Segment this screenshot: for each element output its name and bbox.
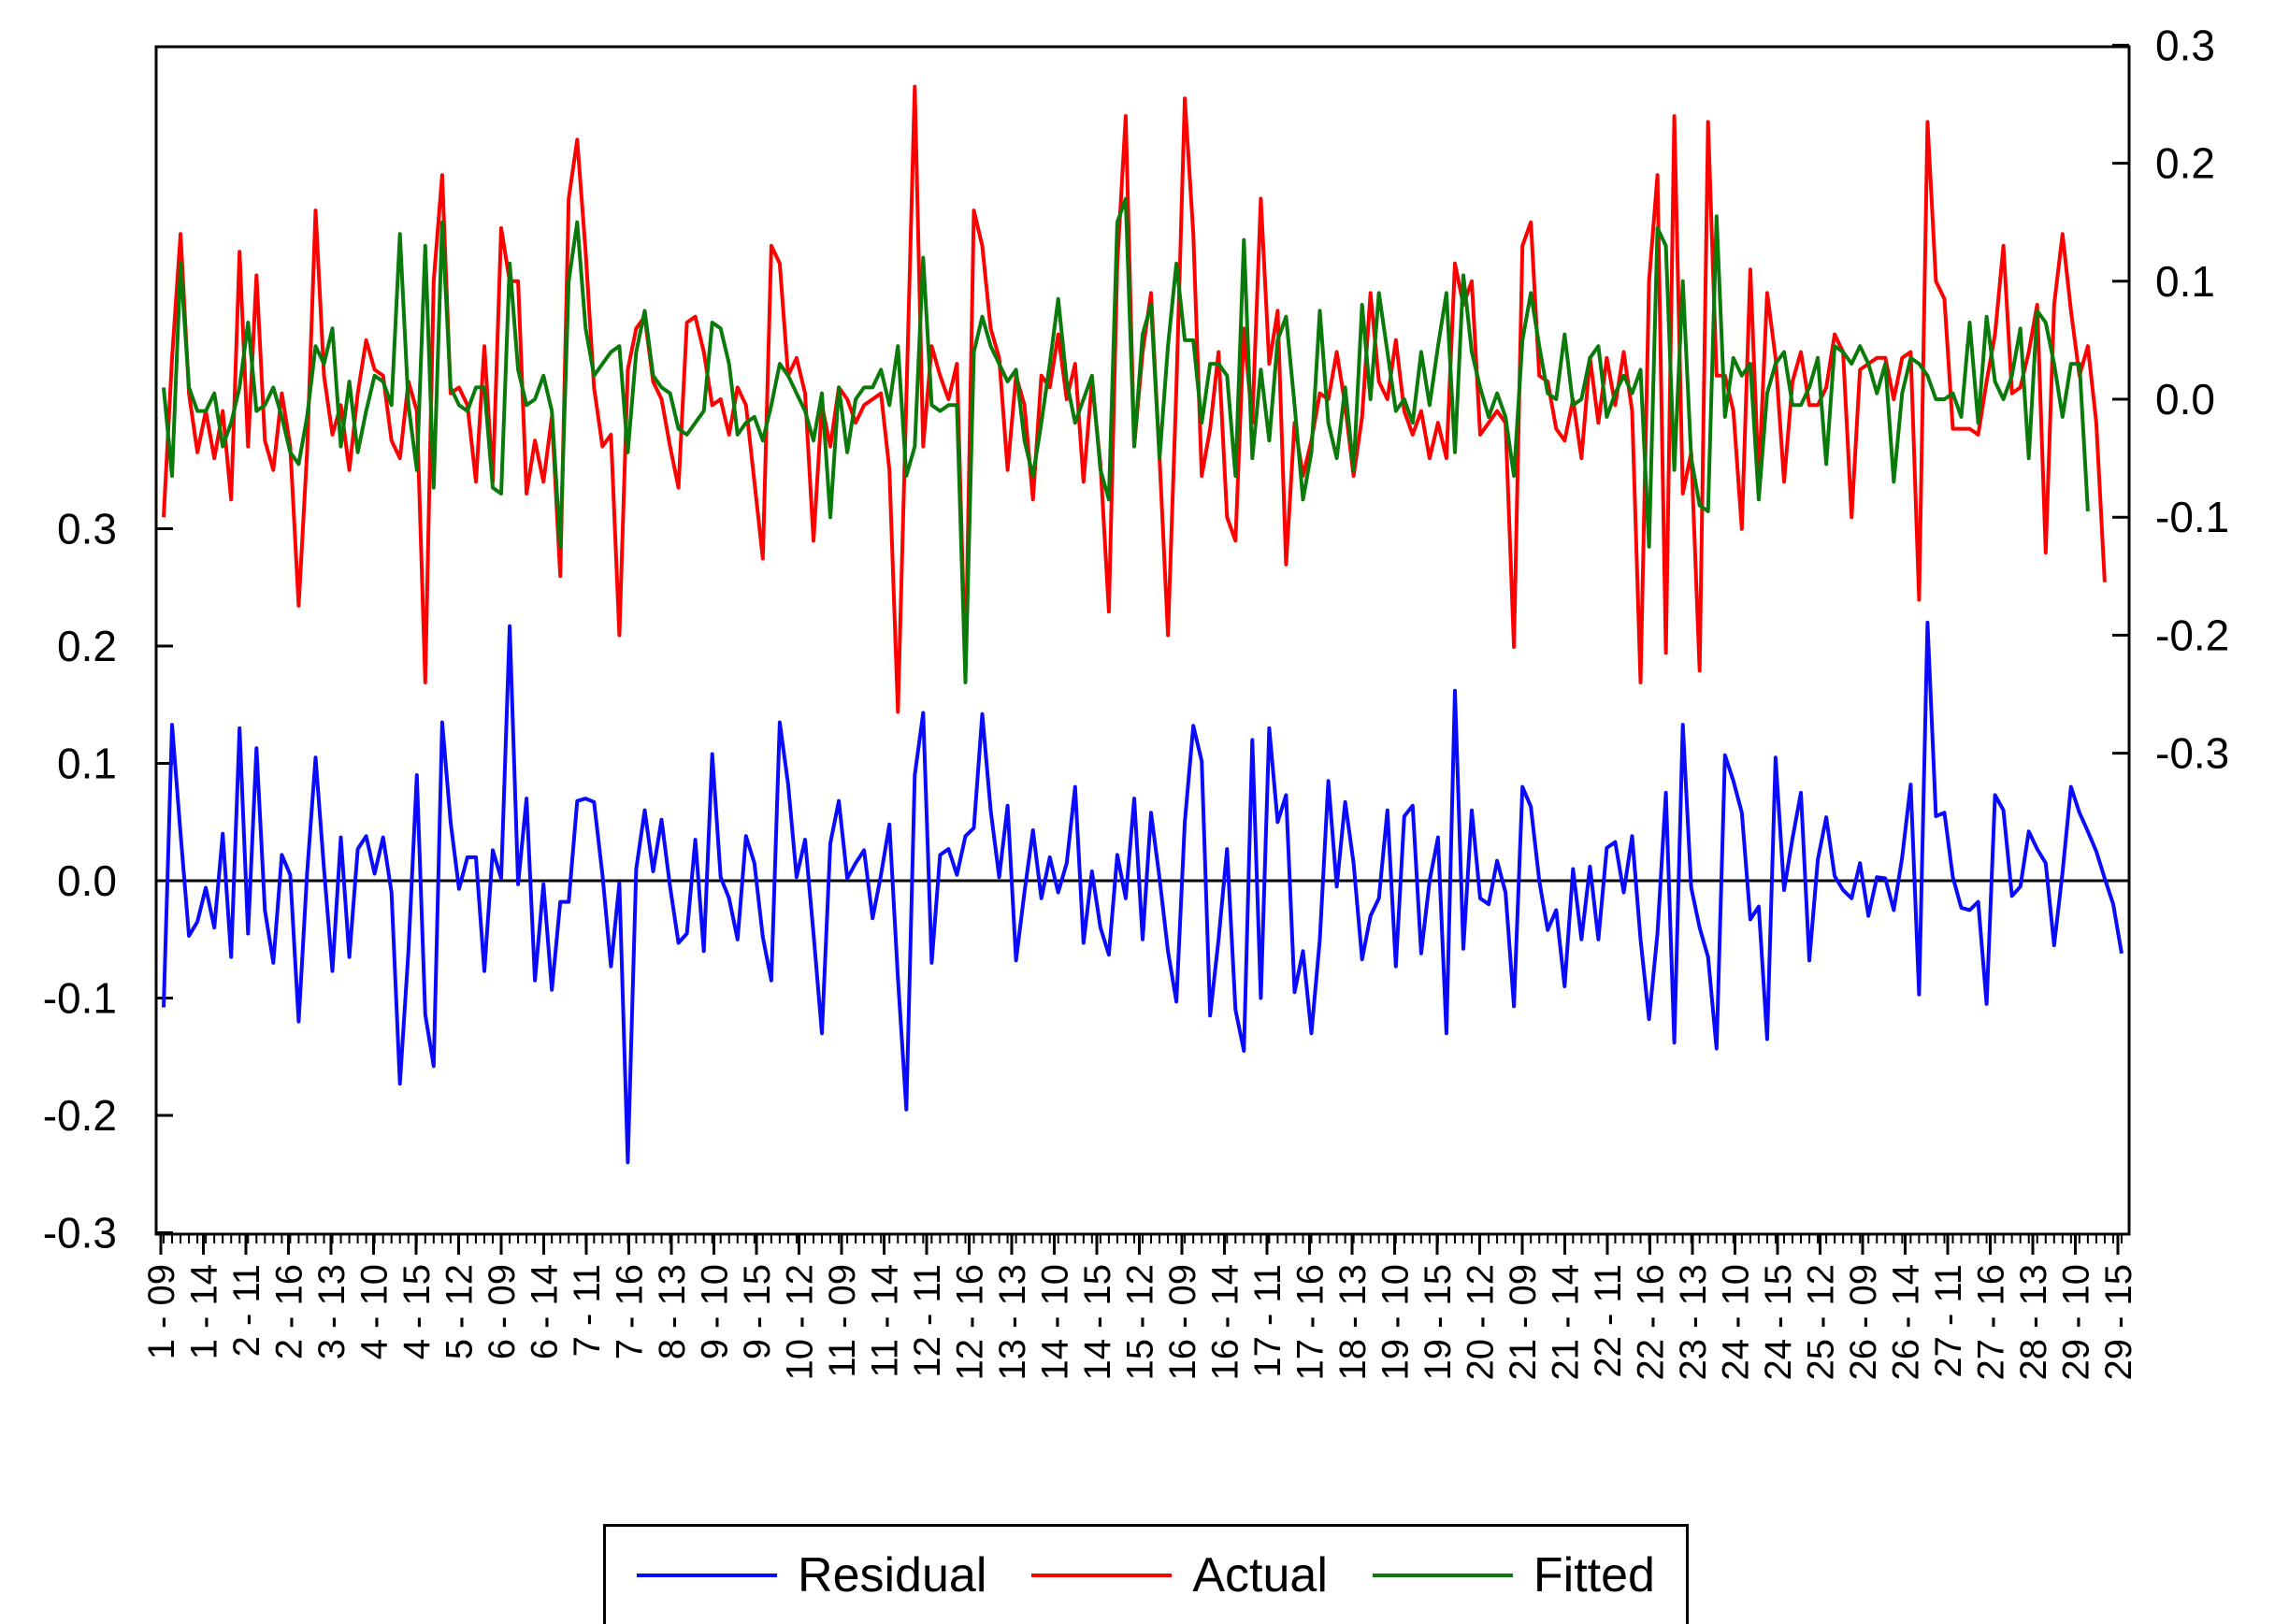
- x-tick-label: 14 - 10: [1035, 1264, 1076, 1381]
- legend-swatch-residual: [637, 1574, 778, 1577]
- x-tick-label: 9 - 15: [737, 1264, 778, 1359]
- legend-swatch-fitted: [1372, 1574, 1513, 1577]
- left-tick-label: -0.1: [43, 974, 117, 1023]
- x-tick-label: 22 - 16: [1631, 1264, 1672, 1381]
- left-tick-label: 0.3: [57, 505, 117, 553]
- x-tick-label: 2 - 16: [269, 1264, 310, 1359]
- right-tick-label: -0.1: [2155, 493, 2229, 541]
- series-layer: [162, 84, 2123, 1165]
- x-tick-label: 6 - 14: [525, 1264, 566, 1359]
- x-tick-label: 15 - 12: [1120, 1264, 1161, 1381]
- x-tick-label: 16 - 14: [1205, 1264, 1246, 1381]
- left-tick-label: 0.1: [57, 740, 117, 788]
- x-tick-label: 2 - 11: [226, 1264, 267, 1357]
- right-tick-label: 0.3: [2155, 21, 2215, 69]
- x-tick-label: 13 - 13: [992, 1264, 1033, 1381]
- x-tick-label: 16 - 09: [1162, 1264, 1203, 1381]
- legend-item-actual: Actual: [1031, 1547, 1328, 1603]
- x-tick-label: 23 - 13: [1673, 1264, 1714, 1381]
- right-y-axis: 0.3 0.2 0.1 0.0 -0.1 -0.2 -0.3: [2112, 21, 2229, 778]
- x-tick-label: 26 - 09: [1843, 1264, 1884, 1381]
- left-y-axis: 0.3 0.2 0.1 0.0 -0.1 -0.2 -0.3: [43, 505, 173, 1258]
- legend: Residual Actual Fitted: [603, 1524, 1689, 1624]
- x-tick-label: 10 - 12: [780, 1264, 821, 1381]
- x-tick-label: 7 - 16: [610, 1264, 651, 1359]
- left-tick-label: -0.2: [43, 1091, 117, 1140]
- x-tick-label: 21 - 14: [1546, 1264, 1587, 1381]
- x-tick-label: 19 - 10: [1375, 1264, 1417, 1381]
- left-tick-label: 0.2: [57, 622, 117, 670]
- series-line-fitted: [162, 196, 2090, 684]
- series-line-residual: [162, 620, 2123, 1165]
- right-tick-label: 0.2: [2155, 139, 2215, 188]
- right-tick-label: 0.0: [2155, 375, 2215, 424]
- x-tick-label: 28 - 13: [2013, 1264, 2054, 1381]
- x-tick-label: 17 - 16: [1290, 1264, 1332, 1381]
- legend-label-fitted: Fitted: [1533, 1548, 1655, 1602]
- x-tick-label: 26 - 14: [1886, 1264, 1927, 1381]
- x-tick-label: 20 - 12: [1461, 1264, 1502, 1381]
- x-tick-label: 29 - 10: [2056, 1264, 2097, 1381]
- x-tick-label: 5 - 12: [439, 1264, 481, 1359]
- legend-item-residual: Residual: [637, 1547, 986, 1603]
- x-tick-label: 29 - 15: [2098, 1264, 2139, 1381]
- x-tick-label: 12 - 16: [950, 1264, 991, 1381]
- x-axis: 1 - 09 1 - 14 2 - 11 2 - 16 3 - 13 4 - 10 4 - …: [141, 1234, 2139, 1381]
- x-tick-label: 11 - 14: [865, 1264, 906, 1378]
- x-tick-label: 12 - 11: [907, 1264, 948, 1378]
- x-tick-label: 1 - 09: [141, 1264, 182, 1359]
- left-tick-label: 0.0: [57, 856, 117, 905]
- legend-label-residual: Residual: [798, 1548, 987, 1602]
- x-tick-label: 1 - 14: [184, 1264, 225, 1359]
- x-tick-label: 8 - 13: [652, 1264, 693, 1359]
- right-tick-label: 0.1: [2155, 257, 2215, 306]
- x-tick-label: 22 - 11: [1588, 1264, 1629, 1378]
- x-tick-label: 4 - 15: [396, 1264, 438, 1359]
- legend-label-actual: Actual: [1192, 1548, 1328, 1602]
- x-tick-label: 9 - 10: [695, 1264, 736, 1359]
- x-tick-label: 25 - 12: [1801, 1264, 1842, 1381]
- x-tick-label: 24 - 10: [1716, 1264, 1757, 1381]
- x-tick-label: 4 - 10: [354, 1264, 396, 1359]
- x-tick-label: 24 - 15: [1758, 1264, 1799, 1381]
- left-tick-label: -0.3: [43, 1209, 117, 1258]
- legend-item-fitted: Fitted: [1372, 1547, 1655, 1603]
- plot-frame: [154, 45, 2131, 1236]
- x-tick-label: 27 - 11: [1928, 1264, 1969, 1378]
- right-tick-label: -0.2: [2155, 611, 2229, 659]
- right-tick-label: -0.3: [2155, 729, 2229, 778]
- x-tick-label: 18 - 13: [1332, 1264, 1374, 1381]
- x-tick-label: 19 - 15: [1418, 1264, 1459, 1381]
- x-tick-label: 7 - 11: [567, 1264, 608, 1357]
- x-tick-label: 14 - 15: [1077, 1264, 1118, 1381]
- x-tick-label: 21 - 09: [1503, 1264, 1544, 1381]
- x-tick-label: 11 - 09: [822, 1264, 863, 1378]
- legend-swatch-actual: [1031, 1574, 1173, 1577]
- x-tick-label: 6 - 09: [482, 1264, 523, 1359]
- x-tick-label: 3 - 13: [311, 1264, 353, 1359]
- x-tick-label: 27 - 16: [1971, 1264, 2012, 1381]
- x-tick-label: 17 - 11: [1247, 1264, 1288, 1378]
